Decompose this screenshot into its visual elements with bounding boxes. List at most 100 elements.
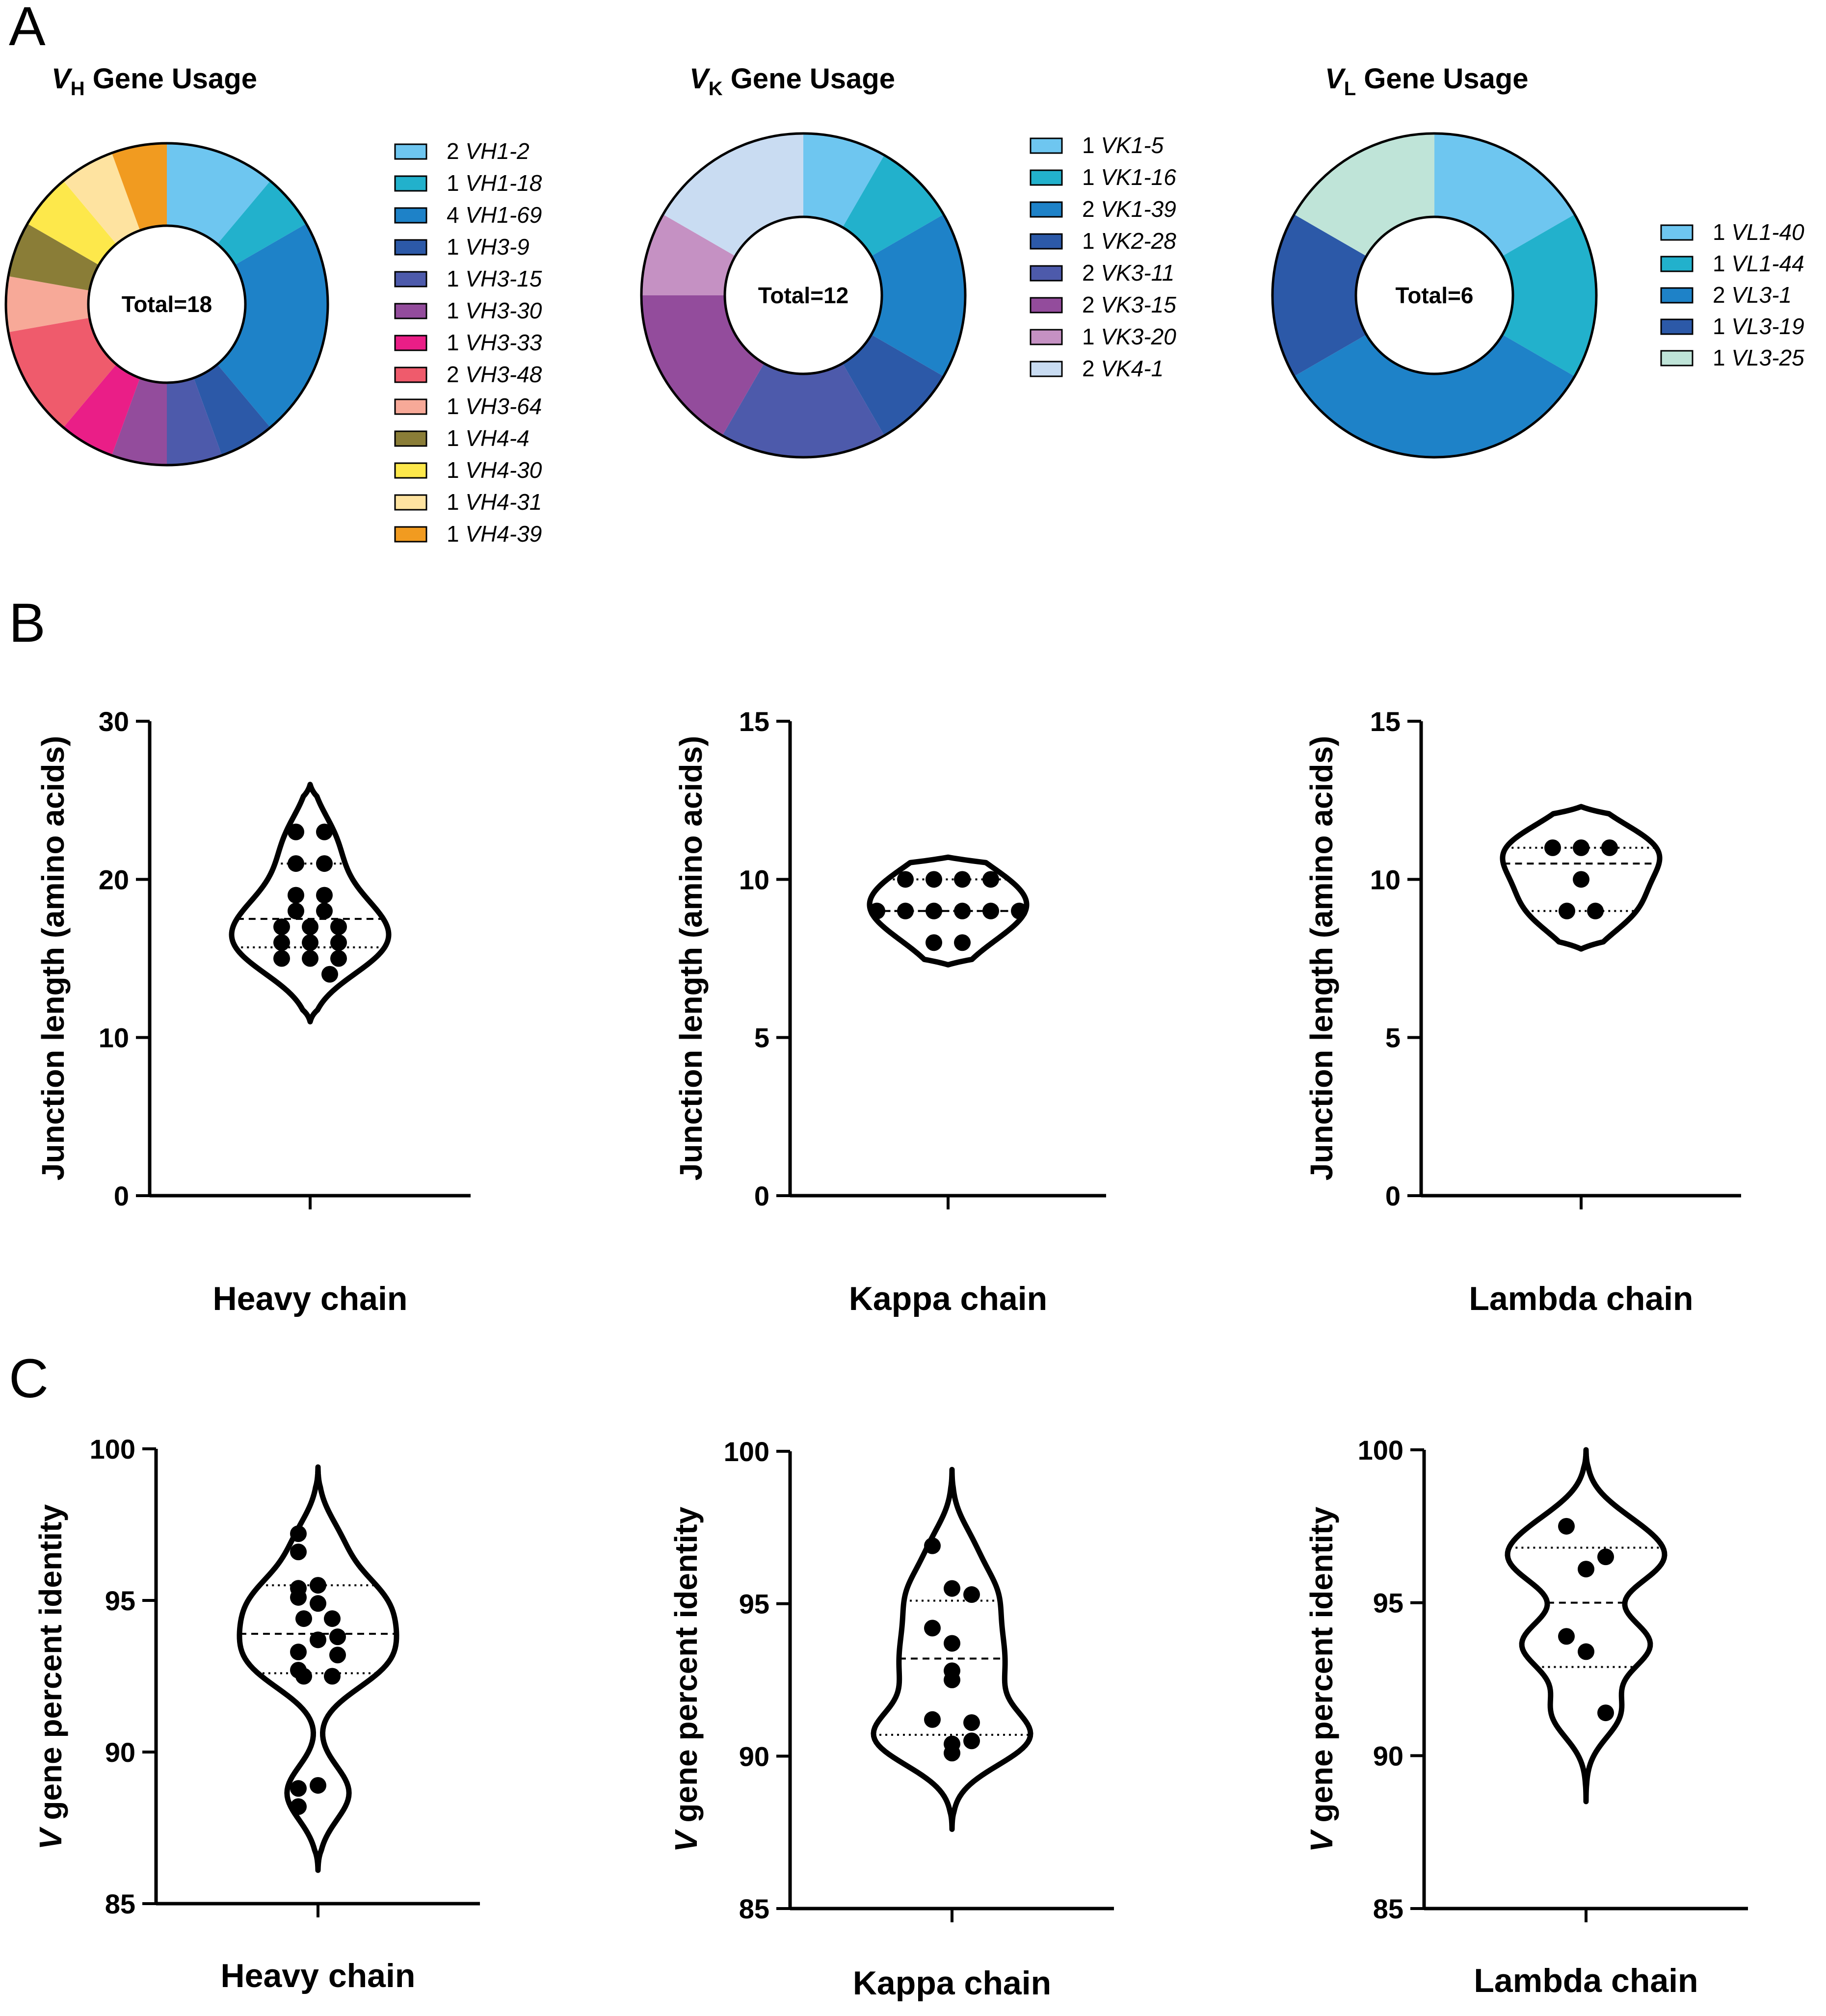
legend-count: 2: [1082, 292, 1095, 317]
slice-vk1-39: [871, 214, 965, 376]
legend-swatch: [1030, 169, 1063, 186]
data-point: [324, 1668, 341, 1685]
title-sub: H: [71, 78, 85, 100]
data-point: [310, 1577, 326, 1594]
panel-label-b: B: [9, 592, 46, 654]
data-point: [897, 871, 914, 888]
data-point: [1597, 1548, 1614, 1566]
slice-vh4-30: [27, 181, 117, 265]
slice-vh3-9: [193, 364, 270, 456]
y-label-text: Junction length (amino acids): [673, 736, 709, 1181]
legend-swatch: [394, 303, 427, 319]
data-point: [288, 823, 304, 840]
data-point: [316, 902, 333, 919]
legend-gene: VL1-40: [1731, 219, 1804, 245]
title-main: V: [689, 63, 711, 95]
data-point: [302, 934, 318, 951]
legend-count: 4: [447, 202, 459, 228]
data-point: [926, 934, 942, 951]
y-tick-label: 100: [90, 1434, 135, 1465]
data-point: [288, 855, 304, 872]
data-point: [944, 1672, 960, 1688]
legend-count: 1: [447, 393, 459, 419]
legend-space: [1095, 132, 1101, 158]
legend-entry: 2 VL3-1: [1713, 282, 1792, 308]
legend-entry: 1 VL1-40: [1713, 219, 1804, 245]
slice-vh3-30: [111, 378, 167, 465]
x-axis-label: Lambda chain: [1474, 1962, 1698, 1999]
legend-entry: 2 VK1-39: [1082, 196, 1176, 222]
legend-entry: 1 VH3-33: [447, 330, 542, 355]
violin-outline: [867, 854, 1030, 968]
legend-gene: VH4-31: [465, 489, 542, 515]
legend-swatch: [394, 367, 427, 383]
y-tick-label: 95: [105, 1585, 135, 1616]
violin-chart-5: 85 90 95 100 Kappa chain V gene percent ident…: [668, 1436, 1114, 2002]
legend-space: [459, 521, 466, 547]
y-tick-label: 5: [1385, 1022, 1401, 1053]
y-label-italic: V: [668, 1829, 704, 1852]
slice-vk2-28: [843, 335, 944, 436]
legend-count: 1: [1713, 314, 1725, 339]
y-tick-label: 20: [99, 864, 129, 895]
y-axis-label: Junction length (amino acids): [673, 736, 709, 1181]
donut-hole: [1354, 215, 1514, 375]
legend-gene: VK3-20: [1101, 324, 1176, 349]
y-tick-label: 100: [1358, 1435, 1403, 1466]
slice-vh4-39: [111, 143, 167, 231]
legend-swatch: [394, 175, 427, 192]
y-axis-label: V gene percent identity: [33, 1504, 68, 1850]
data-point: [321, 966, 338, 983]
data-point: [310, 1631, 326, 1649]
data-point: [310, 1595, 326, 1612]
y-label-text: gene percent identity: [33, 1504, 68, 1829]
data-point: [924, 1620, 941, 1637]
legend-entry: 2 VK3-15: [1082, 292, 1176, 317]
legend-space: [1095, 228, 1101, 254]
legend-swatch: [1660, 256, 1694, 272]
donut-hole: [723, 215, 883, 375]
legend-swatch: [394, 398, 427, 415]
legend-space: [1095, 260, 1101, 286]
y-label-text: Junction length (amino acids): [1304, 736, 1339, 1181]
legend-swatch: [394, 143, 427, 160]
chart-title: VL Gene Usage: [1325, 63, 1529, 100]
legend-gene: VH4-4: [465, 425, 529, 451]
x-axis-label: Kappa chain: [849, 1280, 1047, 1317]
slice-vh1-2: [167, 143, 270, 244]
legend-space: [459, 362, 466, 387]
legend-swatch: [1030, 201, 1063, 218]
legend-gene: VL3-1: [1731, 282, 1792, 308]
legend-space: [459, 138, 466, 164]
legend-swatch: [394, 494, 427, 511]
legend-count: 1: [447, 330, 459, 355]
legend-gene: VH3-64: [465, 393, 542, 419]
y-tick-label: 100: [724, 1436, 769, 1467]
legend-gene: VK1-5: [1101, 132, 1164, 158]
y-tick-label: 85: [105, 1888, 135, 1919]
legend-entry: 1 VH3-9: [447, 234, 529, 260]
chart-title: VH Gene Usage: [52, 63, 257, 100]
slice-vh4-31: [63, 153, 140, 244]
violin-chart-6: 85 90 95 100 Lambda chain V gene percent iden…: [1304, 1435, 1748, 1999]
legend-space: [459, 170, 466, 196]
legend-space: [1095, 292, 1101, 317]
y-tick-label: 10: [99, 1022, 129, 1053]
title-rest: Gene Usage: [85, 63, 257, 95]
y-tick-label: 0: [754, 1180, 769, 1211]
legend-swatch: [1030, 137, 1063, 154]
data-point: [982, 902, 999, 919]
legend-swatch: [394, 430, 427, 447]
y-tick-label: 85: [739, 1893, 769, 1924]
y-tick-label: 85: [1373, 1893, 1403, 1924]
legend-swatch: [1030, 233, 1063, 250]
legend-count: 2: [1082, 260, 1095, 286]
legend-count: 2: [1082, 356, 1095, 381]
legend-entry: 1 VH1-18: [447, 170, 542, 196]
data-point: [290, 1544, 307, 1561]
legend-space: [459, 298, 466, 323]
legend-count: 1: [447, 298, 459, 323]
data-point: [316, 887, 333, 904]
panel-label-c: C: [9, 1348, 49, 1409]
